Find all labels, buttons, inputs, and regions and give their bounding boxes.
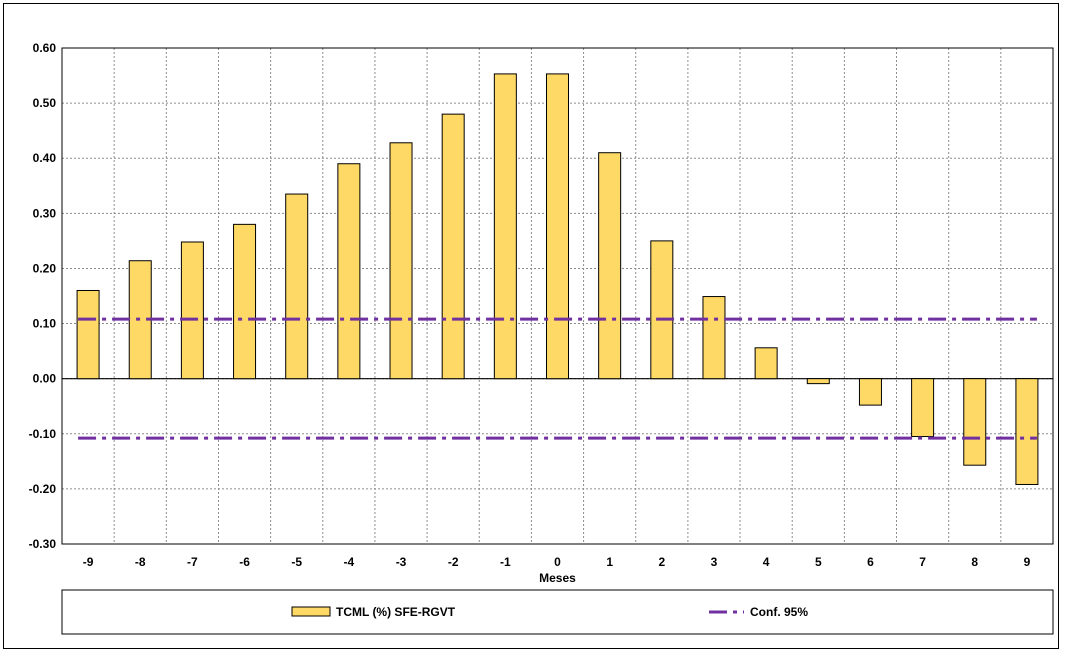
y-tick-label: 0.10: [33, 317, 57, 331]
bar--3: [389, 142, 413, 380]
x-tick-label: -8: [135, 555, 146, 569]
x-tick-label: 2: [658, 555, 665, 569]
chart-svg: 0.60 0.50 0.40 0.30 0.20 0.10 0.00 -0.10 -0.20 -0…: [29, 41, 1054, 635]
bar-9: [1015, 378, 1039, 485]
x-tick-label: -1: [500, 555, 511, 569]
x-tick-label: 5: [815, 555, 822, 569]
x-tick-label: 1: [606, 555, 613, 569]
legend-label-conf-series: Conf. 95%: [750, 605, 808, 619]
legend-swatch-bar: [291, 606, 331, 617]
bar--9: [76, 289, 100, 380]
bar--5: [285, 193, 309, 380]
y-tick-label: 0.40: [33, 151, 57, 165]
y-tick-label: -0.30: [29, 537, 57, 551]
bar--7: [180, 241, 204, 380]
confidence-lines: [78, 317, 1037, 440]
y-tick-label: 0.60: [33, 41, 57, 55]
bar-8: [963, 378, 987, 466]
bar--6: [233, 223, 257, 380]
bar--1: [493, 73, 517, 380]
y-tick-label: 0.20: [33, 261, 57, 275]
x-tick-label: 0: [554, 555, 561, 569]
legend-box: [61, 589, 1054, 635]
x-tick-label: -2: [448, 555, 459, 569]
bar--2: [441, 113, 465, 380]
y-tick-label: 0.00: [33, 372, 57, 386]
y-tick-label: -0.20: [29, 482, 57, 496]
x-tick-label: -5: [291, 555, 302, 569]
bar-2: [650, 240, 674, 380]
x-tick-label: -6: [239, 555, 250, 569]
bar-7: [911, 378, 935, 438]
grid-lines: [62, 47, 1053, 545]
bar-1: [598, 152, 622, 380]
plot-area: [61, 47, 1054, 545]
x-tick-label: 8: [971, 555, 978, 569]
y-tick-label: 0.30: [33, 206, 57, 220]
bar-0: [546, 73, 569, 380]
bar--4: [337, 163, 361, 380]
legend-label-bar-series: TCML (%) SFE-RGVT: [336, 605, 456, 619]
y-tick-labels: 0.60 0.50 0.40 0.30 0.20 0.10 0.00 -0.10 -0.20 -0…: [29, 41, 57, 551]
bar-4: [754, 347, 778, 380]
x-tick-labels: -9 -8 -7 -6 -5 -4 -3 -2 -1 0 1 2 3 4 5 6 7 8 9: [83, 555, 1031, 569]
x-tick-label: -9: [83, 555, 94, 569]
y-tick-label: 0.50: [33, 96, 57, 110]
bar-6: [858, 378, 882, 406]
y-tick-label: -0.10: [29, 427, 57, 441]
bars-group: [76, 73, 1039, 485]
bar-3: [702, 296, 726, 380]
x-tick-label: -4: [344, 555, 355, 569]
x-tick-label: -7: [187, 555, 198, 569]
bar-5: [806, 378, 830, 385]
chart-frame: 0.60 0.50 0.40 0.30 0.20 0.10 0.00 -0.10 -0.20 -0…: [3, 3, 1059, 649]
x-tick-label: 7: [919, 555, 926, 569]
x-tick-label: 6: [867, 555, 874, 569]
x-tick-label: 4: [763, 555, 770, 569]
x-axis-label: Meses: [539, 571, 576, 585]
x-tick-label: -3: [396, 555, 407, 569]
x-tick-label: 9: [1024, 555, 1031, 569]
x-tick-label: 3: [711, 555, 718, 569]
